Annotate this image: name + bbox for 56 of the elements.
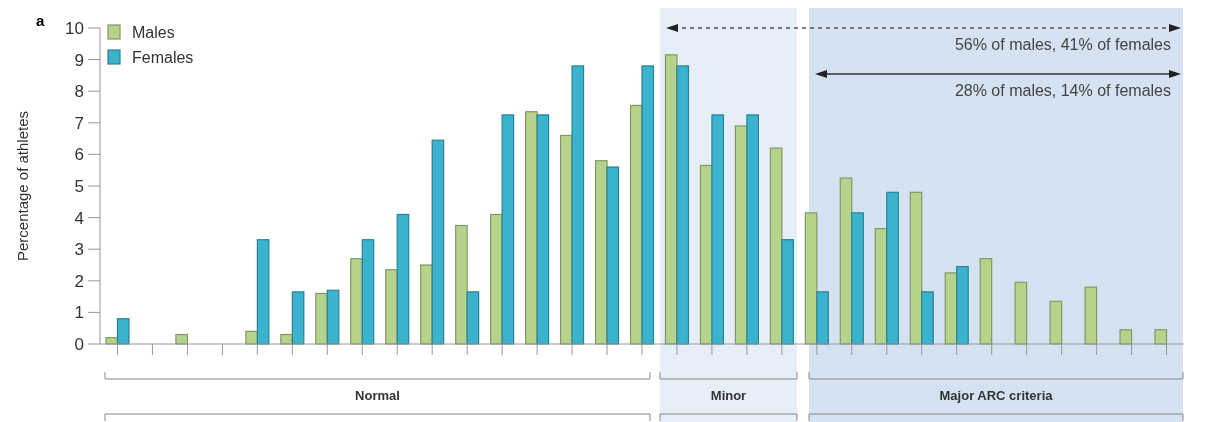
legend-label: Females: [132, 48, 194, 66]
bar: [676, 65, 690, 345]
y-tick-label: 0: [74, 334, 84, 354]
bar: [501, 114, 515, 345]
bar: [431, 139, 445, 345]
bar: [466, 291, 480, 345]
bar: [816, 291, 829, 345]
bar: [746, 114, 759, 345]
y-tick-label: 9: [74, 50, 84, 70]
bar: [1154, 329, 1168, 345]
text: Normal: [355, 388, 400, 403]
y-axis-title: Percentage of athletes: [14, 110, 31, 262]
bar: [455, 224, 468, 345]
y-tick-label: 4: [74, 208, 84, 228]
chart-title: a: [36, 12, 45, 29]
y-tick-label: 3: [74, 240, 84, 260]
y-tick-label: 2: [74, 271, 84, 291]
bar: [781, 239, 794, 345]
y-tick-label: 10: [65, 18, 84, 38]
bar: [256, 239, 270, 345]
y-tick-label: 6: [74, 145, 84, 165]
y-tick-label: 7: [74, 113, 84, 133]
bar: [1049, 300, 1063, 345]
bar: [921, 291, 934, 345]
bar: [1119, 329, 1133, 345]
bar: [909, 191, 923, 345]
y-tick-label: 1: [74, 303, 84, 323]
bar: [420, 264, 433, 345]
annotation: 28% of males, 14% of females: [954, 82, 1171, 99]
bar: [641, 65, 655, 345]
legend-label: Males: [132, 23, 175, 41]
y-tick-label: 5: [74, 176, 84, 196]
y-tick-label: 8: [74, 82, 84, 102]
bar: [956, 265, 969, 345]
bar: [769, 147, 783, 345]
bar: [315, 292, 328, 345]
bar: [1084, 286, 1098, 345]
bar: [350, 258, 363, 345]
bar: [1014, 281, 1028, 345]
bar: [385, 269, 398, 345]
bar: [571, 65, 585, 345]
bar: [851, 212, 864, 345]
text: Major ARC criteria: [939, 388, 1054, 403]
bar: [396, 213, 410, 345]
text: Minor: [710, 388, 747, 403]
bar: [361, 239, 375, 345]
bar: [886, 191, 899, 345]
bar: [291, 291, 305, 345]
bar: [536, 114, 550, 345]
bar: [606, 166, 620, 345]
annotation: 56% of males, 41% of females: [954, 36, 1171, 53]
bar: [804, 212, 818, 345]
bar: [116, 318, 130, 345]
bar: [979, 258, 993, 345]
bar: [711, 114, 725, 345]
bar: [326, 289, 340, 345]
